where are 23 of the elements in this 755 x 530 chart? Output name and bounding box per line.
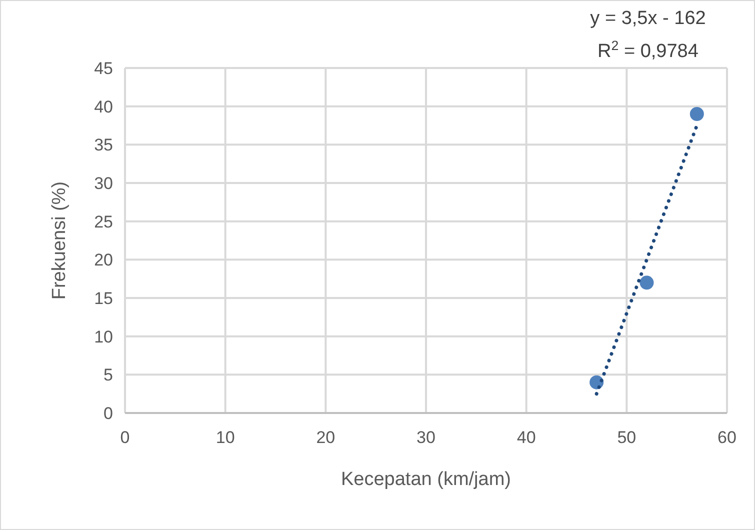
y-tick-label: 0 (104, 404, 113, 423)
y-tick-label: 25 (94, 212, 113, 232)
x-tick-label: 60 (718, 428, 736, 447)
text: R$^{2}$ = 0,9784 (598, 38, 699, 62)
x-tick-label: 10 (216, 428, 235, 447)
y-tick-label: 10 (94, 327, 113, 346)
x-tick-label: 20 (316, 428, 336, 447)
y-tick-label: 40 (94, 97, 113, 116)
point (640, 276, 654, 290)
text: y = 3,5x - 162 (590, 8, 706, 29)
y-axis-title: Frekuensi (%) (49, 181, 70, 300)
y-tick-label: 35 (94, 136, 113, 155)
y-tick-label: 30 (94, 174, 113, 193)
x-tick-label: 40 (516, 428, 536, 447)
x-tick-label: 30 (416, 428, 436, 447)
point (690, 107, 704, 121)
y-tick-label: 15 (94, 288, 113, 308)
y-tick-label: 45 (94, 58, 113, 78)
y-tick-label: 5 (104, 366, 113, 385)
x-tick-label: 50 (617, 428, 636, 447)
y-tick-label: 20 (94, 250, 113, 270)
x-axis-title: Kecepatan (km/jam) (340, 469, 512, 490)
x-tick-label: 0 (120, 428, 130, 447)
